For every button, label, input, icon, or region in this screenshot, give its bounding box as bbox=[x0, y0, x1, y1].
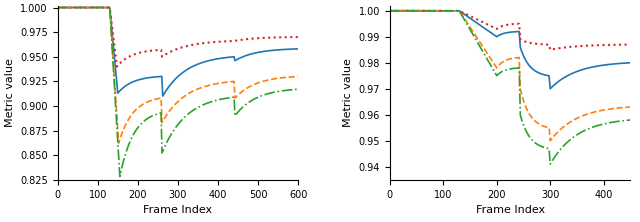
X-axis label: Frame Index: Frame Index bbox=[143, 205, 212, 215]
Y-axis label: Metric value: Metric value bbox=[4, 58, 15, 127]
Y-axis label: Metric value: Metric value bbox=[343, 58, 353, 127]
X-axis label: Frame Index: Frame Index bbox=[476, 205, 545, 215]
